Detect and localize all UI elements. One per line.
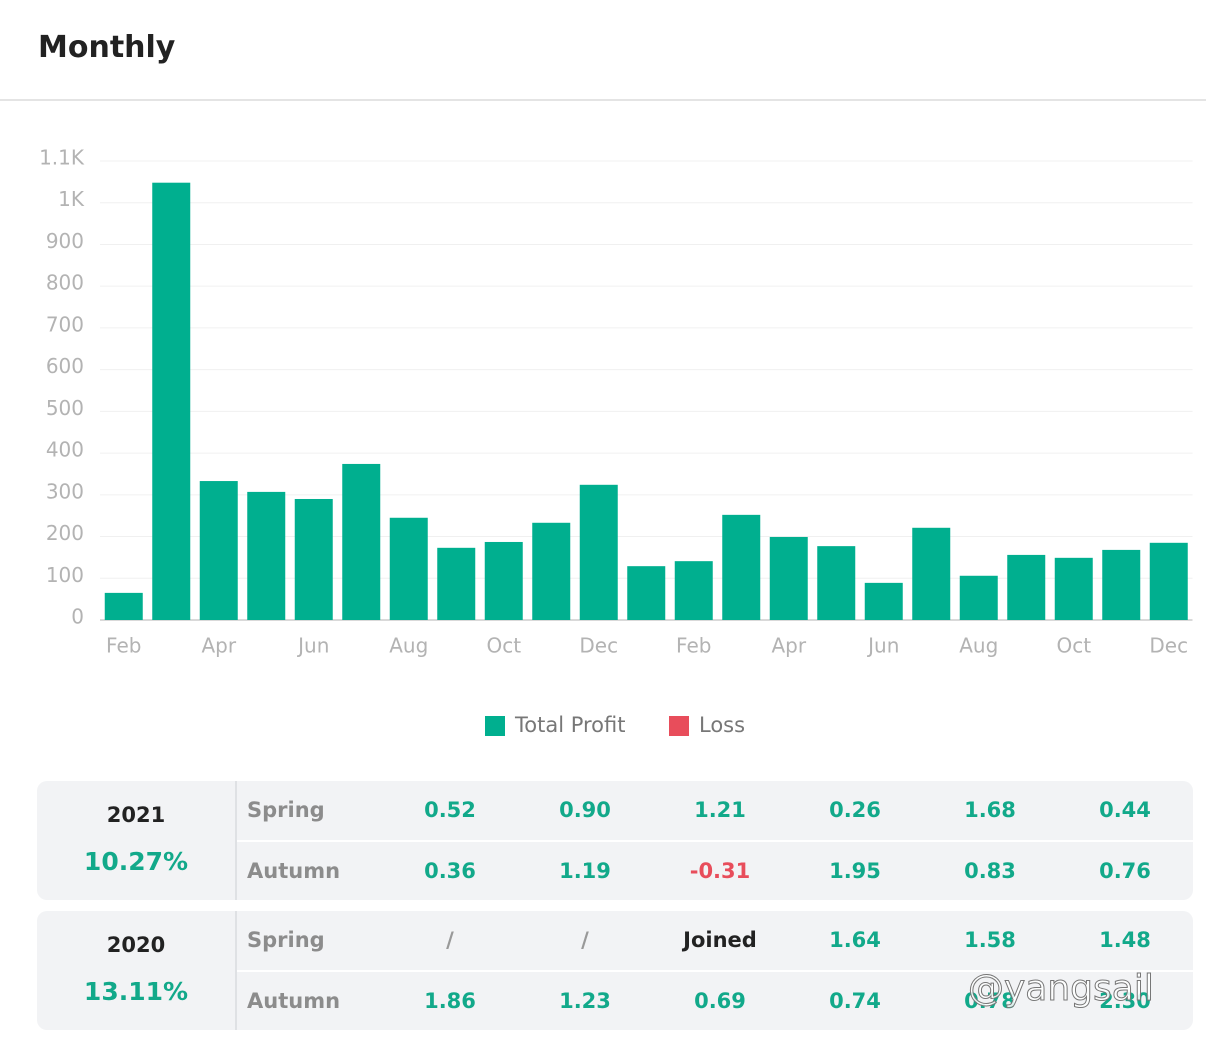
x-tick-label: Apr <box>771 634 806 658</box>
cell: 1.68 <box>964 798 1016 822</box>
bar <box>912 527 951 620</box>
bar <box>389 517 428 620</box>
y-tick-label: 700 <box>46 312 84 336</box>
cell: 1.48 <box>1099 928 1151 952</box>
bar <box>1054 557 1093 620</box>
y-tick-label: 1.1K <box>39 146 85 170</box>
y-tick-label: 100 <box>46 563 84 587</box>
cell: 0.76 <box>1099 859 1151 883</box>
divider <box>235 911 237 1030</box>
cell: / <box>581 928 589 952</box>
cell: 2.30 <box>1099 989 1151 1013</box>
divider <box>235 781 237 900</box>
bar <box>1007 554 1046 620</box>
cell: -0.31 <box>689 859 751 883</box>
cell: 1.86 <box>424 989 476 1013</box>
x-tick-label: Apr <box>201 634 236 658</box>
cell: 0.26 <box>829 798 881 822</box>
cell: 0.74 <box>829 989 881 1013</box>
bar <box>627 566 666 620</box>
cell: 0.90 <box>559 798 611 822</box>
bar <box>817 546 856 620</box>
x-tick-label: Jun <box>866 634 899 658</box>
year-block: 2020 13.11% Spring / / Joined 1.64 1.58 1.48 Autu… <box>37 911 1193 1030</box>
cell: 1.21 <box>694 798 746 822</box>
cell: Joined <box>683 928 757 952</box>
divider <box>237 840 1193 842</box>
x-tick-label: Jun <box>296 634 329 658</box>
bar <box>484 541 523 620</box>
bar <box>199 481 238 620</box>
x-tick-label: Dec <box>579 634 618 658</box>
x-tick-label: Feb <box>106 634 141 658</box>
cell: 0.83 <box>964 859 1016 883</box>
x-tick-label: Oct <box>1056 634 1091 658</box>
row-label: Autumn <box>247 859 341 883</box>
bar <box>864 582 903 620</box>
x-tick-label: Feb <box>676 634 711 658</box>
legend-label: Loss <box>699 713 745 737</box>
cell: 1.95 <box>829 859 881 883</box>
bar <box>1149 542 1188 620</box>
y-tick-label: 400 <box>46 438 84 462</box>
bar <box>342 463 381 620</box>
bar <box>532 522 571 620</box>
bar <box>959 575 998 620</box>
bar <box>722 514 761 620</box>
cell: 1.19 <box>559 859 611 883</box>
y-tick-label: 0 <box>71 605 84 629</box>
cell: 0.69 <box>694 989 746 1013</box>
bar <box>1102 549 1141 620</box>
bar <box>674 561 713 620</box>
y-tick-label: 500 <box>46 396 84 420</box>
cell: 1.64 <box>829 928 881 952</box>
cell: / <box>446 928 454 952</box>
header: Monthly <box>0 0 1206 101</box>
legend-swatch <box>669 716 689 736</box>
cell: 1.23 <box>559 989 611 1013</box>
x-tick-label: Aug <box>389 634 428 658</box>
cell: 0.78 <box>964 989 1016 1013</box>
year: 2021 <box>106 803 166 827</box>
year-block: 2021 10.27% Spring 0.52 0.90 1.21 0.26 1.68 0.44… <box>37 781 1193 900</box>
y-tick-label: 600 <box>46 354 84 378</box>
bar <box>769 536 808 620</box>
divider <box>237 970 1193 972</box>
y-tick-label: 800 <box>46 271 84 295</box>
header-title: Monthly <box>38 30 176 65</box>
chart: 0 100 200 300 400 500 600 700 800 900 1K 1.1K Feb Apr… <box>39 146 1193 737</box>
bar <box>104 592 143 620</box>
x-tick-label: Dec <box>1149 634 1188 658</box>
bar <box>437 547 476 620</box>
cell: 1.58 <box>964 928 1016 952</box>
cell: 0.44 <box>1099 798 1151 822</box>
y-tick-label: 200 <box>46 521 84 545</box>
bar <box>152 182 191 620</box>
cell: 0.36 <box>424 859 476 883</box>
year-rate: 10.27% <box>83 847 189 876</box>
bar <box>247 491 286 620</box>
legend-swatch <box>485 716 505 736</box>
bar <box>579 484 618 620</box>
y-tick-label: 1K <box>58 187 85 211</box>
legend-label: Total Profit <box>514 713 626 737</box>
watermark: @yangsail <box>968 968 1155 1010</box>
x-tick-label: Oct <box>486 634 521 658</box>
bar <box>294 498 333 620</box>
y-tick-label: 300 <box>46 479 84 503</box>
row-label: Autumn <box>247 989 341 1013</box>
y-tick-label: 900 <box>46 229 84 253</box>
year-rate: 13.11% <box>83 977 189 1006</box>
row-label: Spring <box>247 928 325 952</box>
x-tick-label: Aug <box>959 634 998 658</box>
cell: 0.52 <box>424 798 476 822</box>
row-label: Spring <box>247 798 325 822</box>
year: 2020 <box>106 933 166 957</box>
